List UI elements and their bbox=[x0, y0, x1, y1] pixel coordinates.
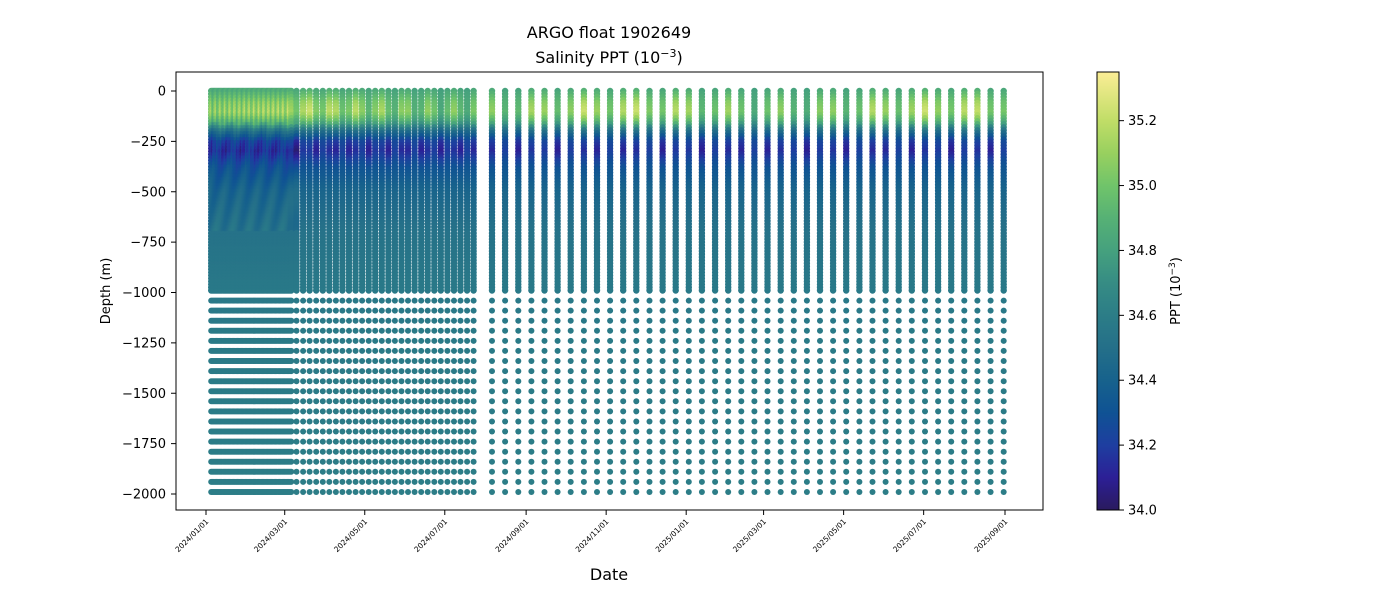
chart-title: ARGO float 1902649 bbox=[527, 23, 691, 42]
chart-subtitle: Salinity PPT (10−3) bbox=[535, 47, 683, 67]
scatter-points bbox=[208, 87, 1007, 495]
